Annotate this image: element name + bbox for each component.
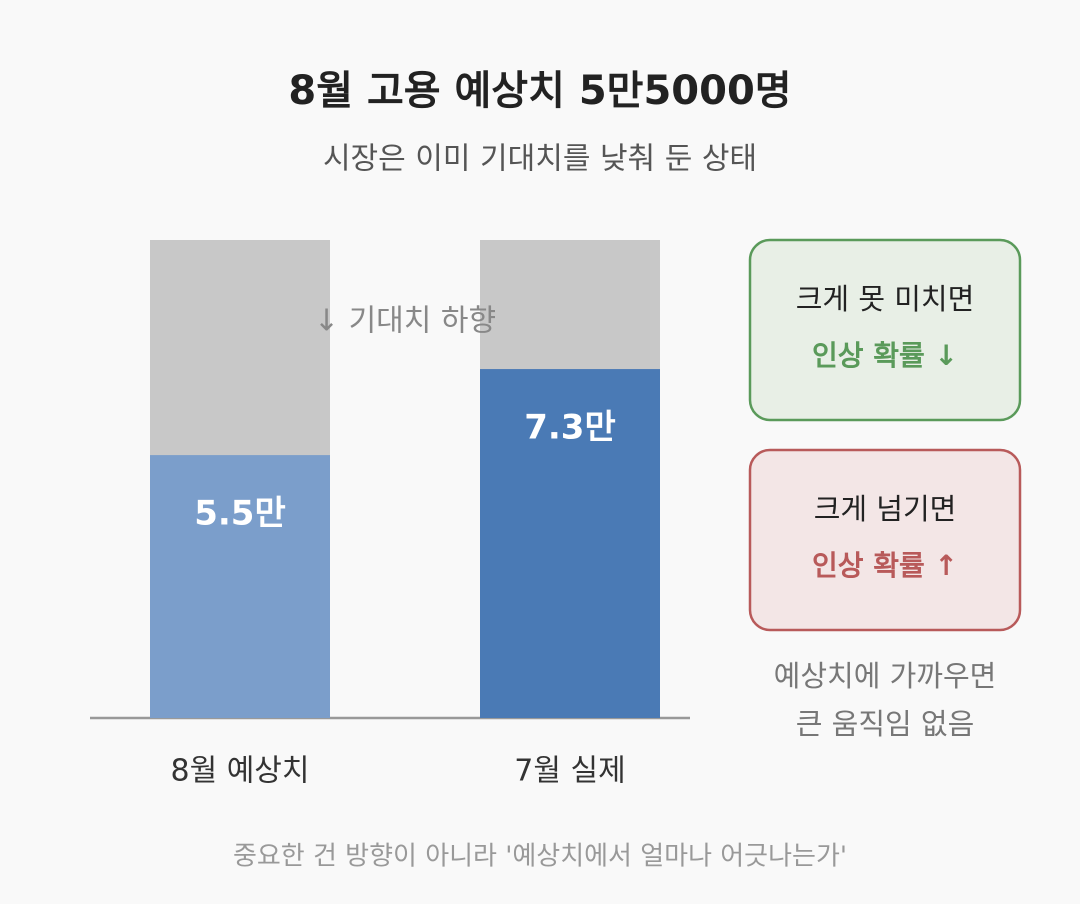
value-label: 7.3만 <box>524 408 616 448</box>
callout-box <box>748 448 1022 632</box>
side-note: 예상치에 가까우면 <box>774 659 997 693</box>
footer: 중요한 건 방향이 아니라 '예상치에서 얼마나 어긋나는가' <box>233 842 847 872</box>
callout-result: 인상 확률 ↑ <box>812 549 958 582</box>
chart-title: 8월 고용 예상치 5만5000명 <box>288 68 791 114</box>
callout-result: 인상 확률 ↓ <box>812 339 958 372</box>
chart-subtitle: 시장은 이미 기대치를 낮춰 둔 상태 <box>323 142 757 177</box>
side-note: 큰 움직임 없음 <box>796 707 975 741</box>
callout-condition: 크게 못 미치면 <box>796 282 975 316</box>
x-tick-label: 8월 예상치 <box>170 754 309 789</box>
callout-condition: 크게 넘기면 <box>814 492 957 526</box>
bar <box>480 369 660 718</box>
callout-box <box>748 238 1022 422</box>
annotation: ↓ 기대치 하향 <box>314 304 496 339</box>
bar <box>150 455 330 718</box>
x-tick-label: 7월 실제 <box>514 754 625 789</box>
value-label: 5.5만 <box>194 494 286 534</box>
